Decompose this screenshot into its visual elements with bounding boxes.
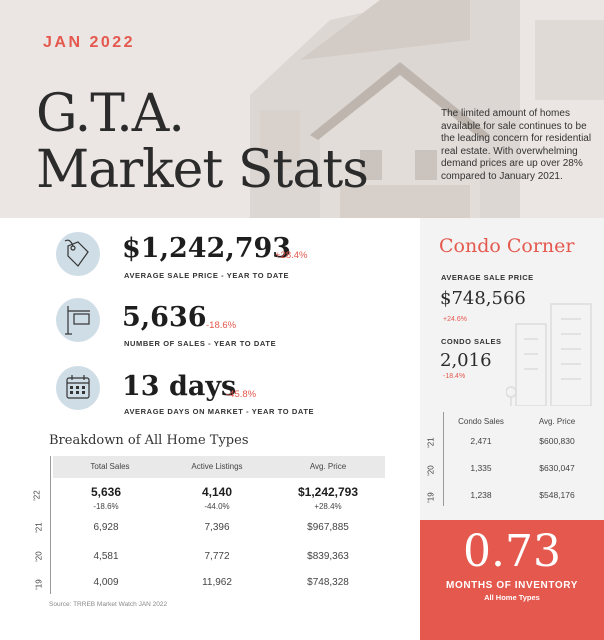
city-buildings-icon: [506, 303, 592, 406]
avg-price-21: $967,885: [307, 522, 349, 533]
number-of-sales-value: 5,636: [122, 302, 207, 333]
avg-sale-price-label: AVERAGE SALE PRICE - YEAR TO DATE: [124, 271, 290, 280]
hero-banner: JAN 2022 G.T.A. Market Stats The limited…: [0, 0, 604, 218]
page-title: G.T.A. Market Stats: [36, 84, 369, 200]
condo-row-year-20: '20: [426, 465, 436, 476]
number-of-sales-label: NUMBER OF SALES - YEAR TO DATE: [124, 339, 277, 348]
calendar-icon: [56, 366, 100, 410]
months-of-inventory-sub: All Home Types: [484, 593, 540, 602]
condo-price-20: $630,047: [539, 463, 575, 473]
title-line-1: G.T.A.: [36, 84, 185, 144]
year-axis-line: [50, 456, 51, 594]
days-on-market-change: -45.8%: [226, 389, 257, 400]
avg-price-22: $1,242,793: [297, 485, 359, 499]
condo-avg-price-change: +24.6%: [443, 316, 467, 323]
condo-row-year-19: '19: [426, 492, 436, 503]
days-on-market-label: AVERAGE DAYS ON MARKET - YEAR TO DATE: [124, 407, 315, 416]
condo-sales-19: 1,238: [470, 490, 492, 500]
report-month: JAN 2022: [43, 34, 136, 51]
intro-text: The limited amount of homes available fo…: [441, 108, 592, 182]
condo-sales-20: 1,335: [470, 463, 492, 473]
condo-column-header-sales: Condo Sales: [458, 417, 504, 426]
total-sales-21: 6,928: [93, 522, 119, 533]
row-year-22: '22: [32, 490, 42, 501]
avg-price-19: $748,328: [307, 577, 349, 588]
condo-column-header-price: Avg. Price: [538, 417, 576, 426]
condo-year-axis-line: [443, 412, 444, 506]
price-tag-icon: [56, 232, 100, 276]
months-of-inventory-value: 0.73: [463, 526, 561, 577]
source-note: Source: TRREB Market Watch JAN 2022: [49, 601, 168, 608]
avg-sale-price-change: +28.4%: [275, 250, 308, 261]
condo-sales-change: -18.4%: [443, 373, 466, 380]
column-header-total-sales: Total Sales: [90, 462, 130, 471]
condo-row-year-21: '21: [426, 437, 436, 448]
house-photo: [0, 0, 604, 218]
breakdown-title: Breakdown of All Home Types: [49, 433, 249, 448]
condo-sales-label: CONDO SALES: [441, 337, 502, 346]
condo-avg-price-label: AVERAGE SALE PRICE: [441, 273, 534, 282]
days-on-market-value: 13 days: [122, 371, 237, 402]
row-year-21: '21: [34, 522, 44, 533]
condo-corner-panel: [420, 218, 604, 520]
avg-price-change-22: +28.4%: [314, 502, 342, 511]
column-header-active-listings: Active Listings: [191, 462, 243, 471]
months-of-inventory-label: MONTHS OF INVENTORY: [446, 580, 578, 591]
total-sales-change-22: -18.6%: [93, 502, 119, 511]
table-header-row: [53, 456, 385, 478]
active-listings-change-22: -44.0%: [204, 502, 230, 511]
title-line-2: Market Stats: [36, 140, 369, 200]
sign-post-icon: [56, 298, 100, 342]
condo-sales-21: 2,471: [470, 436, 492, 446]
active-listings-22: 4,140: [201, 485, 233, 499]
column-header-avg-price: Avg. Price: [309, 462, 347, 471]
condo-avg-price-value: $748,566: [440, 288, 526, 309]
avg-sale-price-value: $1,242,793: [122, 233, 292, 264]
active-listings-20: 7,772: [204, 551, 230, 562]
condo-corner-title: Condo Corner: [439, 235, 575, 257]
total-sales-20: 4,581: [93, 551, 119, 562]
avg-price-20: $839,363: [307, 551, 349, 562]
condo-price-21: $600,830: [539, 436, 575, 446]
months-of-inventory-panel: 0.73 MONTHS OF INVENTORY All Home Types: [420, 520, 604, 640]
number-of-sales-change: -18.6%: [206, 320, 237, 331]
row-year-19: '19: [34, 579, 44, 590]
condo-sales-value: 2,016: [440, 350, 492, 371]
total-sales-19: 4,009: [93, 577, 119, 588]
condo-price-19: $548,176: [539, 490, 575, 500]
total-sales-22: 5,636: [90, 485, 122, 499]
active-listings-21: 7,396: [204, 522, 230, 533]
row-year-20: '20: [34, 551, 44, 562]
active-listings-19: 11,962: [202, 577, 232, 588]
